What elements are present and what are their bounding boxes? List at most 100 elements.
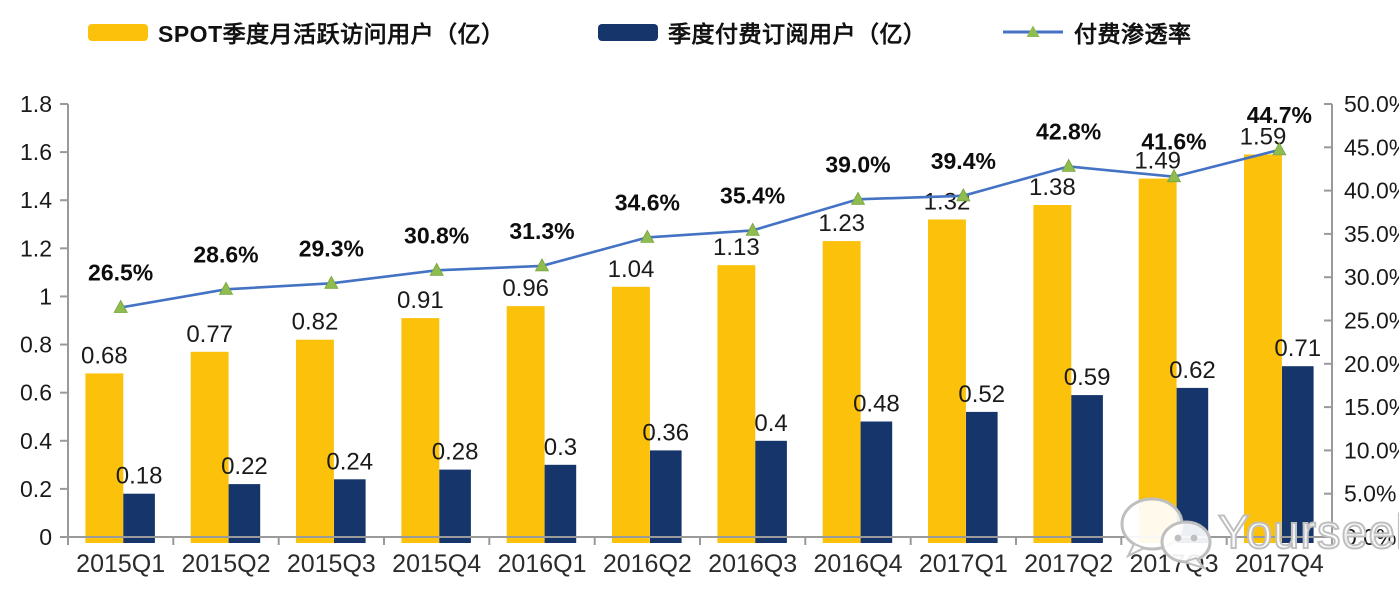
chart-text: 25.0%: [1344, 308, 1399, 334]
legend-item-mau: SPOT季度月活跃访问用户（亿）: [88, 16, 505, 48]
chart-text: 0.36: [642, 419, 689, 446]
legend-label-mau: SPOT季度月活跃访问用户（亿）: [158, 21, 505, 47]
penetration-line: [120, 148, 1280, 309]
triangle-marker-icon: [1166, 168, 1182, 183]
chart-text: 5.0%: [1344, 481, 1396, 507]
bar-mau: [822, 241, 861, 543]
bar-subscribers: [544, 464, 577, 543]
chart-text: 1.38: [1029, 174, 1076, 201]
chart-text: 0.62: [1169, 357, 1216, 384]
chart-text: 45.0%: [1344, 134, 1399, 160]
chart-text: 2016Q4: [814, 550, 903, 578]
chart-text: 0.91: [397, 287, 444, 314]
chart-text: 1.49: [1134, 148, 1181, 175]
triangle-marker-icon: [956, 187, 971, 202]
triangle-marker-icon: [745, 222, 760, 236]
triangle-marker-icon: [324, 275, 339, 289]
chart-text: 0.18: [116, 463, 163, 490]
bar-mau: [612, 286, 650, 543]
chart-text: 2015Q3: [287, 550, 376, 578]
bar-mau: [296, 339, 334, 543]
chart-text: 1.13: [713, 234, 760, 261]
chart-text: 2015Q2: [182, 550, 271, 578]
chart-text: 35.4%: [720, 182, 785, 208]
chart-text: 2016Q3: [708, 550, 797, 578]
chart-text: 0.3: [544, 434, 577, 461]
chart-text: 0.4: [20, 428, 52, 454]
bar-subscribers: [123, 493, 155, 543]
chart-text: 0.68: [81, 342, 128, 369]
legend-label-penetration: 付费渗透率: [1074, 21, 1192, 47]
chart-text: 0.71: [1274, 335, 1321, 362]
legend-line-marker-icon: [1002, 23, 1064, 41]
bar-mau: [1033, 205, 1072, 543]
chart-text: 35.0%: [1344, 221, 1399, 247]
bar-subscribers: [966, 411, 998, 543]
bar-subscribers: [860, 421, 893, 543]
triangle-marker-icon: [850, 191, 866, 205]
chart-text: 2017Q4: [1235, 550, 1324, 578]
chart-text: 1: [39, 283, 52, 309]
chart-text: 0.2: [20, 476, 52, 502]
triangle-marker-icon: [429, 262, 444, 276]
chart-text: 15.0%: [1344, 394, 1399, 420]
chart-text: 34.6%: [615, 189, 680, 215]
bar-subscribers: [334, 479, 366, 543]
chart-text: 0.8: [20, 332, 52, 358]
bar-subscribers: [650, 450, 682, 543]
chart-text: 0.52: [958, 381, 1005, 408]
chart-text: 1.04: [608, 256, 655, 283]
chart-text: 2016Q1: [498, 550, 587, 578]
chart-text: 10.0%: [1344, 437, 1399, 463]
legend-swatch-mau-icon: [88, 23, 148, 41]
chart-text: 0.22: [221, 453, 268, 480]
bar-mau: [1138, 178, 1177, 543]
triangle-marker-icon: [1272, 142, 1287, 156]
chart-text: 26.5%: [88, 260, 153, 286]
chart-text: 2015Q1: [76, 550, 165, 578]
bar-mau: [928, 219, 966, 543]
chart-text: 28.6%: [193, 241, 258, 267]
triangle-marker-icon: [640, 229, 655, 243]
bar-mau: [85, 373, 124, 543]
chart-text: 20.0%: [1344, 351, 1399, 377]
chart-text: 0.6: [20, 380, 52, 406]
bar-mau: [190, 351, 229, 543]
bar-subscribers: [1282, 366, 1314, 543]
chart-text: 0.4: [754, 410, 787, 437]
chart-text: 0.0%: [1344, 524, 1396, 550]
chart-text: 2017Q2: [1024, 550, 1113, 578]
chart-text: 39.0%: [825, 151, 890, 177]
chart-text: 2015Q4: [392, 550, 481, 578]
chart-text: 39.4%: [931, 148, 996, 174]
chart-text: 0.82: [292, 309, 339, 336]
legend-item-penetration: 付费渗透率: [1002, 16, 1192, 48]
chart-text: 30.0%: [1344, 264, 1399, 290]
chart-text: 0.77: [186, 321, 233, 348]
bar-mau: [506, 306, 545, 543]
legend-item-subscribers: 季度付费订阅用户（亿）: [598, 16, 927, 48]
chart-text: 1.8: [20, 91, 52, 117]
bar-mau: [1244, 154, 1282, 543]
chart-text: 2016Q2: [603, 550, 692, 578]
chart-text: 1.6: [20, 139, 52, 165]
chart-text: 0: [39, 524, 52, 550]
bar-subscribers: [1176, 387, 1209, 543]
chart-text: 2017Q1: [919, 550, 1008, 578]
chart-text: 0.96: [502, 275, 549, 302]
legend-swatch-subscribers-icon: [598, 23, 658, 41]
bar-subscribers: [755, 440, 787, 543]
triangle-marker-icon: [534, 258, 550, 272]
chart-text: 42.8%: [1036, 118, 1101, 144]
triangle-marker-icon: [1061, 158, 1076, 172]
bar-subscribers: [228, 484, 261, 543]
chart-text: 30.8%: [404, 222, 469, 248]
chart-text: 1.23: [818, 210, 865, 237]
chart-text: 0.48: [853, 391, 900, 418]
bar-mau: [401, 318, 440, 543]
bar-subscribers: [439, 469, 471, 543]
chart-text: 29.3%: [299, 235, 364, 261]
triangle-marker-icon: [113, 299, 128, 313]
bar-mau: [717, 265, 756, 543]
